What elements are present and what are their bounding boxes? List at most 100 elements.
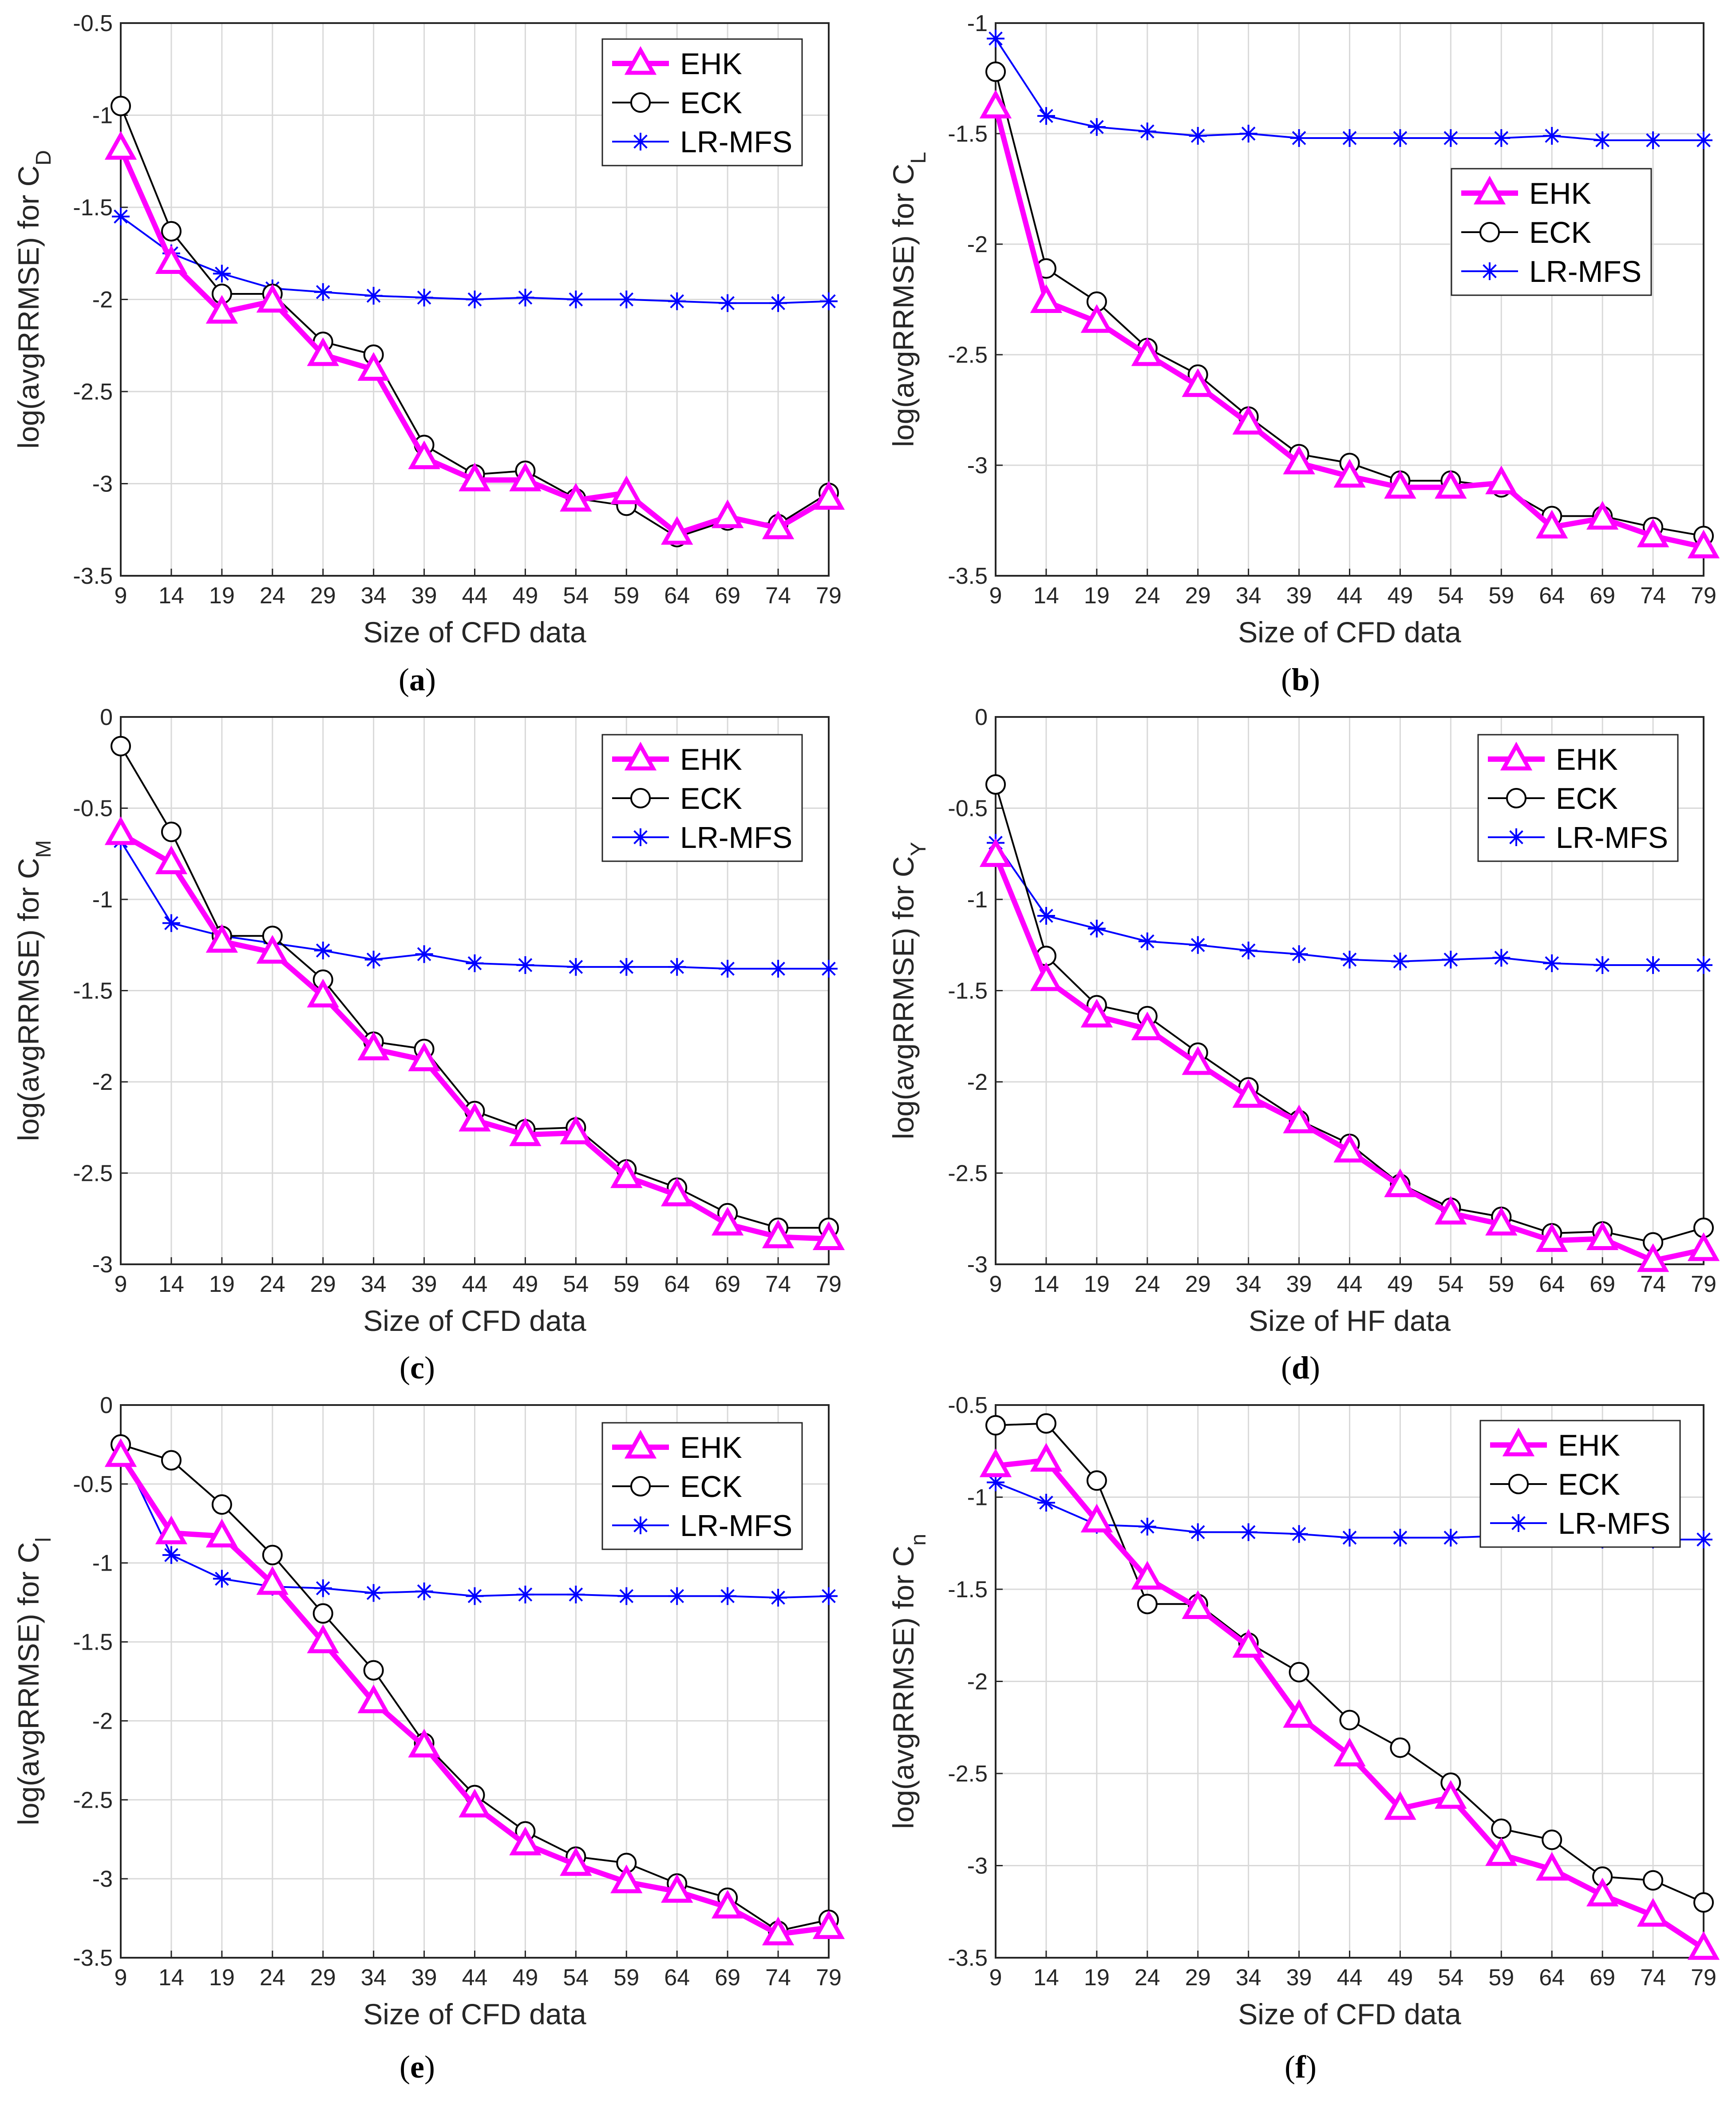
chart-c-xtick-label-10: 59 <box>613 1271 639 1297</box>
chart-a-xlabel: Size of CFD data <box>363 616 586 649</box>
chart-b-series-ehk-point-7 <box>1333 459 1366 488</box>
chart-a-series-ehk-point-9 <box>560 483 592 512</box>
chart-d-ytick-label-1: -0.5 <box>948 796 988 822</box>
chart-a-xtick-label-5: 34 <box>361 583 387 609</box>
chart-d-series-ehk-point-5 <box>1232 1079 1265 1108</box>
chart-d-series-lr-mfs-point-4-d2 <box>1190 938 1205 952</box>
chart-f-legend-item-eck-label: ECK <box>1558 1468 1620 1501</box>
chart-d-series-ehk <box>979 838 1720 1272</box>
chart-e-ytick-label-1: -0.5 <box>73 1472 113 1497</box>
chart-a-series-ehk-point-3 <box>256 284 289 313</box>
chart-e-xtick-label-0: 9 <box>115 1965 127 1991</box>
chart-b-legend-item-eck: ECK <box>1461 216 1591 249</box>
chart-e-series-lr-mfs-point-8 <box>516 1585 534 1603</box>
chart-e-series-ehk-point-13 <box>762 1916 795 1946</box>
chart-f-ylabel-sub: n <box>907 1534 930 1546</box>
chart-d-ylabel-main: log(avgRRMSE) for C <box>887 856 920 1139</box>
chart-b-series-lr-mfs-point-10 <box>1492 129 1511 147</box>
chart-b-ylabel: log(avgRRMSE) for CL <box>887 152 930 447</box>
chart-d-series-lr-mfs-point-12 <box>1594 956 1612 974</box>
chart-a-series-ehk-point-13 <box>762 510 795 539</box>
chart-a-ytick-label-3: -2 <box>92 287 113 313</box>
chart-a-xtick-label-8: 49 <box>513 583 538 609</box>
chart-d-series-lr-mfs-point-6-d2 <box>1292 947 1306 962</box>
chart-d-legend: EHK ECK LR-MFS <box>1477 734 1679 862</box>
chart-c-series-ehk-point-9 <box>560 1115 592 1144</box>
chart-b-caption-post: ) <box>1309 662 1320 697</box>
chart-c-series-lr-mfs-point-5-d2 <box>366 952 381 967</box>
chart-b-series-lr-mfs-point-11-d2 <box>1545 129 1559 143</box>
chart-c-xtick-label-12: 69 <box>715 1271 740 1297</box>
chart-f-xtick-label-10: 59 <box>1488 1965 1514 1991</box>
chart-e-legend-item-lr-mfs-marker-d2 <box>633 1518 648 1532</box>
chart-c-caption-post: ) <box>424 1350 435 1385</box>
chart-d: 9 14 19 24 29 34 39 44 49 54 59 64 69 74 79 0 -0.5 -1 -1.5… <box>887 705 1720 1385</box>
chart-b-series-lr-mfs-point-9 <box>1442 129 1460 147</box>
chart-d-ytick-label-0: 0 <box>975 705 988 730</box>
chart-c-series-lr-mfs-point-9-d2 <box>569 960 583 974</box>
chart-c-series-lr-mfs-point-6-d2 <box>417 947 431 962</box>
chart-b-xtick-label-8: 49 <box>1388 583 1413 609</box>
chart-b-xtick-label-14: 79 <box>1691 583 1716 609</box>
chart-d-xlabel: Size of HF data <box>1249 1304 1451 1337</box>
chart-b-series-lr-mfs <box>987 29 1712 149</box>
chart-c-series-lr-mfs-point-8-d2 <box>518 958 533 972</box>
chart-c-series-ehk-point-6 <box>408 1042 440 1072</box>
chart-d-series-lr-mfs-point-2 <box>1087 919 1106 938</box>
chart-b-ytick-label-4: -3 <box>967 453 988 479</box>
chart-b-legend-item-ehk-label: EHK <box>1529 177 1591 210</box>
chart-e-series-lr-mfs-point-14-d2 <box>822 1589 836 1603</box>
chart-f-series-eck-point-2 <box>1086 1470 1107 1491</box>
chart-a-series-ehk-point-8 <box>509 462 542 491</box>
chart-c-xtick-label-7: 44 <box>462 1271 488 1297</box>
chart-a-ylabel-sub: D <box>32 150 55 166</box>
chart-f-ytick-label-6: -3.5 <box>948 1945 988 1971</box>
chart-f-series-lr-mfs-point-3 <box>1138 1517 1156 1536</box>
chart-a-series-eck-point-0 <box>111 95 131 116</box>
chart-e-series-ehk-point-8 <box>509 1826 542 1856</box>
chart-b-series-ehk-point-9 <box>1435 470 1467 499</box>
chart-c-legend: EHK ECK LR-MFS <box>601 734 803 862</box>
chart-c-series-eck-point-0 <box>111 736 131 756</box>
chart-b-xtick-label-3: 24 <box>1135 583 1160 609</box>
chart-a-series-lr-mfs-point-7-d2 <box>467 292 482 307</box>
chart-a-ytick-label-4: -2.5 <box>73 379 113 405</box>
chart-d-series-ehk-point-13 <box>1637 1243 1669 1272</box>
chart-f-series-lr-mfs-point-14 <box>1695 1530 1712 1548</box>
chart-b-series-ehk-point-1 <box>1030 284 1063 313</box>
chart-d-series-lr-mfs-point-12-d2 <box>1595 958 1609 972</box>
chart-e-series-lr-mfs-point-5 <box>364 1584 383 1602</box>
chart-a-series-ehk-point-0 <box>104 131 137 160</box>
chart-f-ytick-label-4: -2.5 <box>948 1761 988 1787</box>
chart-d-ytick-label-3: -1.5 <box>948 978 988 1004</box>
chart-a-xtick-label-6: 39 <box>411 583 437 609</box>
chart-c-ytick-label-0: 0 <box>100 705 113 730</box>
chart-f-xtick-label-0: 9 <box>989 1965 1002 1991</box>
chart-d-series-lr-mfs-point-1 <box>1037 907 1055 925</box>
chart-d-series-lr-mfs-point-2-d2 <box>1090 921 1104 936</box>
chart-f-ylabel: log(avgRRMSE) for Cn <box>887 1534 930 1829</box>
chart-d-series-ehk-point-4 <box>1182 1046 1214 1075</box>
chart-c-xtick-label-14: 79 <box>816 1271 842 1297</box>
chart-d-caption-letter: d <box>1292 1350 1309 1385</box>
chart-d-caption: (d) <box>1281 1350 1320 1385</box>
chart-c-ytick-label-6: -3 <box>92 1252 113 1278</box>
chart-b-xtick-label-7: 44 <box>1337 583 1363 609</box>
chart-e-series-lr-mfs-point-13 <box>769 1588 787 1607</box>
chart-b-ylabel-main: log(avgRRMSE) for C <box>887 164 920 447</box>
chart-c-xtick-label-9: 54 <box>563 1271 589 1297</box>
chart-c-xtick-label-13: 74 <box>765 1271 791 1297</box>
chart-f-xtick-label-4: 29 <box>1185 1965 1211 1991</box>
chart-e-series-lr-mfs-point-8-d2 <box>518 1587 533 1602</box>
chart-e-series-lr-mfs-point-7-d2 <box>467 1589 482 1603</box>
chart-a-series-lr-mfs-point-13 <box>769 294 787 312</box>
chart-a-series-ehk-point-2 <box>206 295 238 324</box>
chart-c-xtick-label-0: 9 <box>115 1271 127 1297</box>
chart-f-series-lr-mfs-point-14-d2 <box>1696 1532 1711 1547</box>
chart-b-series-lr-mfs-point-3-d2 <box>1140 124 1155 139</box>
chart-b-legend-item-eck-marker <box>1479 222 1500 242</box>
chart-f-ytick-label-5: -3 <box>967 1853 988 1879</box>
chart-c-xtick-label-11: 64 <box>664 1271 690 1297</box>
chart-a-xtick-label-3: 24 <box>260 583 285 609</box>
chart-f-series-ehk-point-11 <box>1536 1852 1568 1881</box>
